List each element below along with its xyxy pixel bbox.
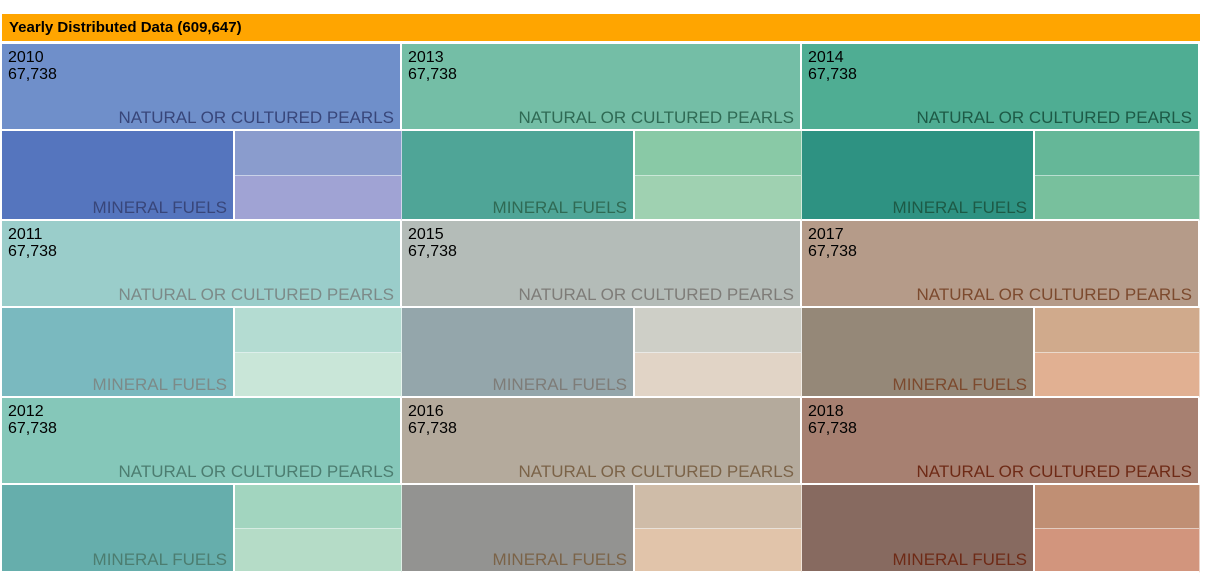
- cell-label: NATURAL OR CULTURED PEARLS: [118, 285, 394, 304]
- treemap-cell[interactable]: MINERAL FUELS: [2, 308, 235, 398]
- treemap-cell[interactable]: NATURAL OR CULTURED PEARLS 2016 67,738: [402, 398, 802, 485]
- cell-label: NATURAL OR CULTURED PEARLS: [118, 108, 394, 127]
- treemap-group-2013[interactable]: NATURAL OR CULTURED PEARLS 2013 67,738 MINE…: [402, 44, 802, 221]
- group-value: 67,738: [408, 420, 457, 437]
- cell-label: NATURAL OR CULTURED PEARLS: [916, 285, 1192, 304]
- treemap-cell[interactable]: [235, 131, 402, 176]
- treemap-cell[interactable]: [235, 176, 402, 221]
- treemap-cell[interactable]: NATURAL OR CULTURED PEARLS 2012 67,738: [2, 398, 402, 485]
- treemap-group-2014[interactable]: NATURAL OR CULTURED PEARLS 2014 67,738 MINE…: [802, 44, 1200, 221]
- treemap-cell[interactable]: NATURAL OR CULTURED PEARLS 2014 67,738: [802, 44, 1200, 131]
- group-heading: 2018 67,738: [808, 403, 857, 437]
- cell-label: MINERAL FUELS: [492, 550, 627, 569]
- cell-label: MINERAL FUELS: [492, 198, 627, 217]
- cell-label: MINERAL FUELS: [892, 375, 1027, 394]
- treemap-cell[interactable]: MINERAL FUELS: [402, 485, 635, 573]
- group-heading: 2016 67,738: [408, 403, 457, 437]
- group-value: 67,738: [808, 420, 857, 437]
- treemap-cell[interactable]: [235, 529, 402, 573]
- cell-label: NATURAL OR CULTURED PEARLS: [518, 462, 794, 481]
- group-year: 2012: [8, 403, 44, 420]
- group-heading: 2013 67,738: [408, 49, 457, 83]
- group-year: 2013: [408, 49, 444, 66]
- treemap[interactable]: NATURAL OR CULTURED PEARLS 2010 67,738 MINE…: [2, 44, 1200, 573]
- group-value: 67,738: [808, 66, 857, 83]
- treemap-cell[interactable]: [1035, 176, 1200, 221]
- cell-label: NATURAL OR CULTURED PEARLS: [118, 462, 394, 481]
- treemap-cell[interactable]: [235, 353, 402, 398]
- treemap-group-2018[interactable]: NATURAL OR CULTURED PEARLS 2018 67,738 MINE…: [802, 398, 1200, 573]
- treemap-cell[interactable]: [235, 485, 402, 529]
- treemap-group-2016[interactable]: NATURAL OR CULTURED PEARLS 2016 67,738 MINE…: [402, 398, 802, 573]
- cell-label: NATURAL OR CULTURED PEARLS: [916, 108, 1192, 127]
- treemap-cell[interactable]: [235, 308, 402, 353]
- cell-label: MINERAL FUELS: [92, 375, 227, 394]
- group-value: 67,738: [408, 66, 457, 83]
- treemap-cell[interactable]: MINERAL FUELS: [802, 131, 1035, 221]
- group-year: 2016: [408, 403, 444, 420]
- cell-label: NATURAL OR CULTURED PEARLS: [518, 285, 794, 304]
- treemap-cell[interactable]: NATURAL OR CULTURED PEARLS 2017 67,738: [802, 221, 1200, 308]
- group-heading: 2011 67,738: [8, 226, 57, 260]
- treemap-cell[interactable]: [635, 131, 802, 176]
- group-value: 67,738: [808, 243, 857, 260]
- treemap-cell[interactable]: [1035, 131, 1200, 176]
- group-heading: 2012 67,738: [8, 403, 57, 437]
- group-value: 67,738: [8, 420, 57, 437]
- treemap-cell[interactable]: [635, 485, 802, 529]
- treemap-cell[interactable]: [635, 529, 802, 573]
- cell-label: MINERAL FUELS: [892, 550, 1027, 569]
- treemap-cell[interactable]: NATURAL OR CULTURED PEARLS 2018 67,738: [802, 398, 1200, 485]
- treemap-cell[interactable]: [635, 176, 802, 221]
- treemap-cell[interactable]: MINERAL FUELS: [802, 308, 1035, 398]
- group-heading: 2017 67,738: [808, 226, 857, 260]
- group-heading: 2010 67,738: [8, 49, 57, 83]
- treemap-cell[interactable]: [635, 308, 802, 353]
- treemap-group-2010[interactable]: NATURAL OR CULTURED PEARLS 2010 67,738 MINE…: [2, 44, 402, 221]
- cell-label: NATURAL OR CULTURED PEARLS: [916, 462, 1192, 481]
- treemap-cell[interactable]: MINERAL FUELS: [802, 485, 1035, 573]
- treemap-cell[interactable]: [1035, 308, 1200, 353]
- treemap-cell[interactable]: [1035, 353, 1200, 398]
- treemap-cell[interactable]: NATURAL OR CULTURED PEARLS 2013 67,738: [402, 44, 802, 131]
- group-heading: 2014 67,738: [808, 49, 857, 83]
- treemap-cell[interactable]: MINERAL FUELS: [2, 485, 235, 573]
- group-year: 2017: [808, 226, 844, 243]
- group-year: 2010: [8, 49, 44, 66]
- treemap-cell[interactable]: MINERAL FUELS: [402, 308, 635, 398]
- group-year: 2014: [808, 49, 844, 66]
- treemap-group-2011[interactable]: NATURAL OR CULTURED PEARLS 2011 67,738 MINE…: [2, 221, 402, 398]
- treemap-cell[interactable]: [1035, 529, 1200, 573]
- group-value: 67,738: [408, 243, 457, 260]
- group-year: 2015: [408, 226, 444, 243]
- treemap-cell[interactable]: [1035, 485, 1200, 529]
- chart-title: Yearly Distributed Data (609,647): [2, 14, 1200, 41]
- treemap-cell[interactable]: NATURAL OR CULTURED PEARLS 2011 67,738: [2, 221, 402, 308]
- group-heading: 2015 67,738: [408, 226, 457, 260]
- group-value: 67,738: [8, 243, 57, 260]
- treemap-cell[interactable]: MINERAL FUELS: [2, 131, 235, 221]
- cell-label: MINERAL FUELS: [892, 198, 1027, 217]
- cell-label: MINERAL FUELS: [492, 375, 627, 394]
- group-year: 2018: [808, 403, 844, 420]
- treemap-cell[interactable]: NATURAL OR CULTURED PEARLS 2010 67,738: [2, 44, 402, 131]
- group-year: 2011: [8, 226, 43, 243]
- treemap-cell[interactable]: NATURAL OR CULTURED PEARLS 2015 67,738: [402, 221, 802, 308]
- cell-label: NATURAL OR CULTURED PEARLS: [518, 108, 794, 127]
- cell-label: MINERAL FUELS: [92, 198, 227, 217]
- treemap-cell[interactable]: [635, 353, 802, 398]
- group-value: 67,738: [8, 66, 57, 83]
- treemap-cell[interactable]: MINERAL FUELS: [402, 131, 635, 221]
- treemap-group-2015[interactable]: NATURAL OR CULTURED PEARLS 2015 67,738 MINE…: [402, 221, 802, 398]
- cell-label: MINERAL FUELS: [92, 550, 227, 569]
- treemap-group-2012[interactable]: NATURAL OR CULTURED PEARLS 2012 67,738 MINE…: [2, 398, 402, 573]
- treemap-group-2017[interactable]: NATURAL OR CULTURED PEARLS 2017 67,738 MINE…: [802, 221, 1200, 398]
